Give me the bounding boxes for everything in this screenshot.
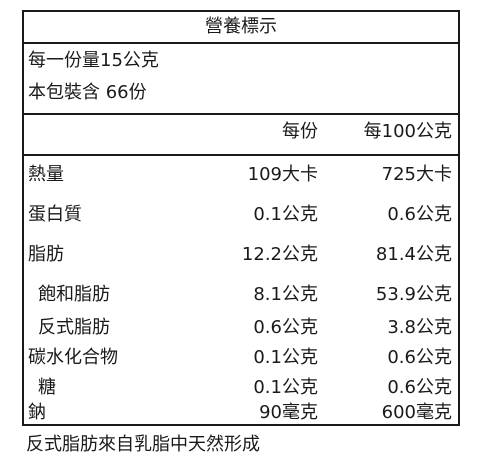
nutrient-name: 脂肪	[28, 244, 64, 265]
nutrient-row-saturated-fat: 飽和脂肪 8.1公克 53.9公克	[24, 282, 458, 308]
column-header-per-serving: 每份	[282, 121, 318, 142]
nutrient-row-sugar: 糖 0.1公克 0.6公克	[24, 375, 458, 401]
nutrient-name: 糖	[38, 377, 56, 398]
per-100g-value: 725大卡	[381, 164, 452, 185]
nutrient-name: 飽和脂肪	[38, 284, 110, 305]
nutrient-row-fat: 脂肪 12.2公克 81.4公克	[24, 242, 458, 268]
nutrient-row-sodium: 鈉 90毫克 600毫克	[24, 400, 458, 426]
per-100g-value: 600毫克	[381, 402, 452, 423]
nutrient-row-protein: 蛋白質 0.1公克 0.6公克	[24, 202, 458, 228]
per-serving-value: 0.1公克	[253, 377, 318, 398]
per-serving-value: 12.2公克	[241, 244, 318, 265]
per-serving-value: 0.6公克	[253, 317, 318, 338]
per-100g-value: 3.8公克	[387, 317, 452, 338]
per-serving-value: 109大卡	[247, 164, 318, 185]
nutrient-name: 鈉	[28, 402, 46, 423]
per-serving-value: 0.1公克	[253, 347, 318, 368]
nutrient-row-energy: 熱量 109大卡 725大卡	[24, 162, 458, 188]
per-100g-value: 81.4公克	[375, 244, 452, 265]
column-header-per-100g: 每100公克	[363, 121, 452, 142]
divider	[24, 154, 458, 156]
nutrition-facts-panel: 營養標示 每一份量15公克 本包裝含 66份 每份 每100公克 熱量 109大…	[22, 10, 460, 426]
nutrient-name: 反式脂肪	[38, 317, 110, 338]
servings-per-package: 本包裝含 66份	[28, 82, 147, 103]
per-100g-value: 53.9公克	[375, 284, 452, 305]
trans-fat-footnote: 反式脂肪來自乳脂中天然形成	[26, 434, 260, 455]
per-serving-value: 0.1公克	[253, 204, 318, 225]
nutrient-name: 熱量	[28, 164, 64, 185]
per-100g-value: 0.6公克	[387, 377, 452, 398]
divider	[24, 113, 458, 115]
per-serving-value: 90毫克	[259, 402, 318, 423]
nutrient-row-carbohydrate: 碳水化合物 0.1公克 0.6公克	[24, 345, 458, 371]
serving-size: 每一份量15公克	[28, 50, 159, 71]
nutrient-name: 蛋白質	[28, 204, 82, 225]
nutrient-row-trans-fat: 反式脂肪 0.6公克 3.8公克	[24, 315, 458, 341]
nutrition-title: 營養標示	[24, 12, 458, 44]
per-serving-value: 8.1公克	[253, 284, 318, 305]
per-100g-value: 0.6公克	[387, 347, 452, 368]
per-100g-value: 0.6公克	[387, 204, 452, 225]
nutrient-name: 碳水化合物	[28, 347, 118, 368]
